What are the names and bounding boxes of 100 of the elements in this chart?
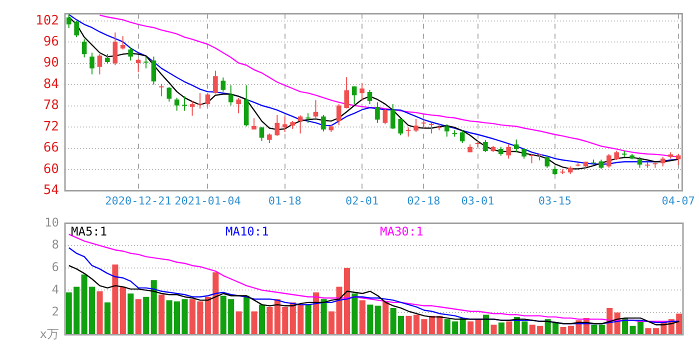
y-tick-label: 78 [43, 98, 59, 114]
candlestick [429, 122, 434, 134]
candlestick [336, 104, 342, 126]
candlestick [205, 92, 210, 106]
y-tick-label: 102 [36, 13, 59, 28]
bar [490, 324, 497, 335]
candlestick [375, 102, 380, 124]
bar [236, 311, 242, 335]
y-tick-label: 4 [52, 282, 59, 296]
bar [112, 264, 118, 335]
bar [320, 299, 327, 335]
x-tick-label: 2021-01-04 [174, 194, 242, 208]
y-tick-label: 10 [44, 215, 59, 230]
candlestick [321, 114, 326, 132]
candlestick [190, 100, 195, 116]
candlestick [514, 138, 519, 153]
candlestick [82, 38, 87, 58]
bar [305, 304, 312, 335]
candlestick [306, 112, 310, 124]
candlestick [414, 118, 418, 133]
candlestick [105, 54, 110, 64]
x-tick-label: 2020-12-21 [105, 194, 172, 208]
bar [244, 296, 250, 335]
bar [498, 322, 504, 335]
bar [359, 300, 366, 335]
candlestick [128, 46, 133, 62]
candlestick [120, 36, 126, 50]
bar [266, 306, 273, 335]
candlestick [144, 56, 148, 69]
candlestick [90, 52, 94, 75]
bar [143, 296, 150, 335]
candlestick [421, 119, 426, 130]
y-tick-label: 66 [43, 140, 59, 156]
candlestick [97, 54, 102, 75]
candlestick [166, 86, 172, 102]
candlestick [444, 124, 450, 138]
y-axis-title: x万 [40, 326, 59, 341]
bar [313, 292, 320, 335]
candlestick [112, 32, 118, 66]
y-tick-label: 72 [43, 119, 59, 134]
candlestick [436, 124, 442, 131]
candlestick [544, 154, 550, 168]
bar [251, 311, 258, 335]
candlestick [483, 140, 488, 152]
bar [158, 294, 165, 335]
candlestick [676, 153, 681, 166]
candlestick [282, 116, 288, 133]
candlestick [313, 100, 318, 118]
candlestick [660, 156, 666, 167]
candlestick [360, 82, 364, 102]
text: MA30:1 [380, 224, 424, 238]
candlestick [66, 14, 72, 28]
candlestick [236, 98, 241, 114]
x-tick-label: 04-07 [662, 194, 695, 208]
candlestick [382, 108, 388, 125]
bar [506, 321, 512, 335]
text: MA5:1 [71, 224, 108, 238]
candlestick [159, 83, 164, 97]
candlestick [151, 56, 156, 86]
candlestick [522, 148, 526, 160]
bar [382, 301, 389, 335]
y-tick-label: 54 [43, 183, 60, 198]
candlestick [182, 96, 187, 112]
bar [120, 286, 126, 335]
bar [352, 294, 358, 335]
candlestick [367, 89, 372, 105]
candlestick [614, 150, 620, 160]
candlestick [198, 92, 202, 110]
candlestick [598, 159, 604, 170]
x-tick-label: 02-01 [345, 194, 379, 208]
y-tick-label: 90 [43, 56, 59, 71]
candlestick [298, 114, 303, 134]
candlestick [228, 84, 234, 106]
candlestick [506, 144, 512, 160]
candlestick [529, 153, 534, 164]
candlestick [352, 86, 357, 105]
y-tick-label: 8 [52, 238, 59, 252]
candlestick [74, 20, 79, 38]
candlestick [398, 118, 403, 136]
x-tick-label: 03-01 [461, 194, 494, 208]
y-tick-label: 6 [52, 260, 59, 274]
candlestick [406, 126, 411, 138]
bar [135, 299, 142, 335]
candlestick [213, 70, 218, 94]
bar [150, 280, 157, 335]
y-tick-label: 96 [43, 34, 59, 50]
bar [128, 294, 134, 335]
bar [367, 304, 374, 335]
y-tick-label: 2 [52, 304, 59, 319]
bar [374, 306, 381, 335]
candlestick [390, 104, 396, 130]
candlestick [174, 97, 180, 112]
bar [104, 302, 110, 335]
candlestick [259, 126, 264, 142]
candlestick [267, 132, 272, 144]
x-tick-label: 03-15 [538, 194, 572, 208]
candlestick [220, 77, 226, 92]
candlestick [344, 76, 349, 109]
candlestick [606, 153, 612, 168]
y-tick-label: 60 [43, 162, 59, 177]
